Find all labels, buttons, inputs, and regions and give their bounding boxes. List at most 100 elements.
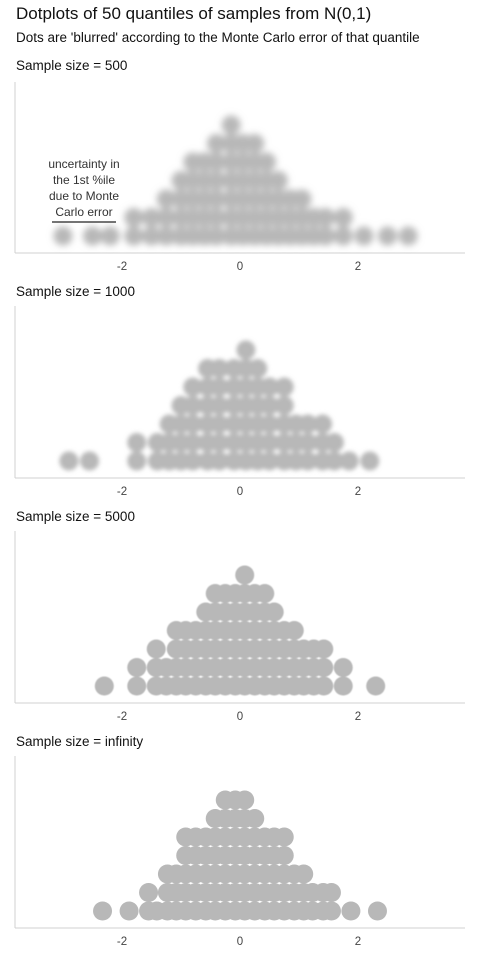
dot [209, 377, 229, 397]
dot [127, 451, 147, 471]
dot [124, 226, 144, 246]
x-tick-label: 2 [355, 261, 361, 273]
dot [156, 208, 176, 227]
x-tick-label: 2 [355, 936, 361, 948]
dot [183, 433, 203, 452]
dot [339, 451, 359, 471]
dot [268, 171, 288, 190]
dot [316, 208, 336, 227]
dot [94, 676, 114, 696]
dot [333, 658, 353, 677]
dot [183, 377, 203, 397]
dot [209, 451, 229, 471]
x-tick-label: 0 [237, 936, 243, 948]
dot [321, 883, 341, 902]
dot [146, 639, 166, 659]
dot [209, 359, 229, 378]
dots-3 [93, 790, 387, 921]
x-tick-label: 0 [237, 711, 243, 723]
dot [80, 451, 100, 471]
dot [274, 396, 294, 415]
dot [100, 226, 120, 246]
dot [221, 115, 241, 135]
panel-3: -2 0 2 [14, 756, 465, 948]
dot [255, 584, 275, 603]
x-tick-label: -2 [117, 711, 127, 723]
dot [366, 676, 386, 696]
dot [264, 602, 284, 622]
dot [127, 676, 147, 696]
annotation-line: uncertainty in [48, 157, 119, 171]
dot [324, 451, 344, 471]
dot [333, 208, 353, 227]
dot [206, 226, 226, 246]
dot [245, 809, 265, 828]
x-tick-label: 2 [355, 486, 361, 498]
panel-title-5000: Sample size = 5000 [16, 509, 135, 524]
dot [398, 226, 418, 246]
dot [124, 208, 144, 227]
panel-title-infinity: Sample size = infinity [16, 734, 144, 749]
dot [260, 396, 279, 415]
dot [321, 901, 341, 921]
dot [53, 226, 73, 246]
dot [156, 226, 176, 246]
dot [324, 433, 344, 452]
dot [127, 433, 147, 452]
dot [248, 359, 268, 378]
chart-title: Dotplots of 50 quantiles of samples from… [16, 4, 372, 23]
dot [93, 901, 113, 921]
dot [316, 226, 336, 246]
dot [298, 414, 318, 434]
dot [119, 901, 139, 921]
dot [206, 134, 226, 153]
dot [142, 226, 161, 246]
x-tick-label: 0 [237, 261, 243, 273]
dot [260, 433, 279, 452]
panel-2: -2 0 2 [14, 531, 465, 723]
dot [142, 208, 161, 227]
annotation-line: the 1st %ile [53, 173, 115, 187]
dot [156, 189, 176, 209]
dot [274, 827, 294, 847]
x-tick-label: -2 [117, 936, 127, 948]
dot [354, 226, 374, 246]
dot [298, 451, 318, 471]
dot [236, 340, 256, 360]
dot [83, 226, 102, 246]
x-tick-label: -2 [117, 261, 127, 273]
panel-title-1000: Sample size = 1000 [16, 284, 135, 299]
dot [206, 171, 226, 190]
x-tick-label: -2 [117, 486, 127, 498]
dot [341, 901, 361, 921]
dot [260, 451, 279, 471]
dot [245, 134, 265, 153]
dot [209, 414, 229, 434]
dot [206, 152, 226, 172]
dot [378, 226, 397, 246]
dot [360, 451, 380, 471]
dot [313, 414, 333, 434]
annotation-line: Carlo error [55, 205, 112, 219]
dot [292, 189, 312, 209]
dot [206, 189, 226, 209]
dot [209, 433, 229, 452]
dot [314, 658, 334, 677]
dot [139, 883, 159, 902]
dot [284, 621, 304, 640]
dot [314, 676, 334, 696]
dot [257, 152, 277, 172]
dot [274, 377, 294, 397]
annotation-line: due to Monte [49, 189, 119, 203]
dot [333, 676, 353, 696]
dot [59, 451, 79, 471]
x-tick-label: 2 [355, 711, 361, 723]
dot [127, 658, 147, 677]
dots-0 [53, 115, 418, 246]
dot [209, 396, 229, 415]
dot [274, 846, 294, 865]
chart-subtitle: Dots are 'blurred' according to the Mont… [16, 30, 420, 45]
dot [294, 864, 314, 884]
dot [260, 414, 279, 434]
